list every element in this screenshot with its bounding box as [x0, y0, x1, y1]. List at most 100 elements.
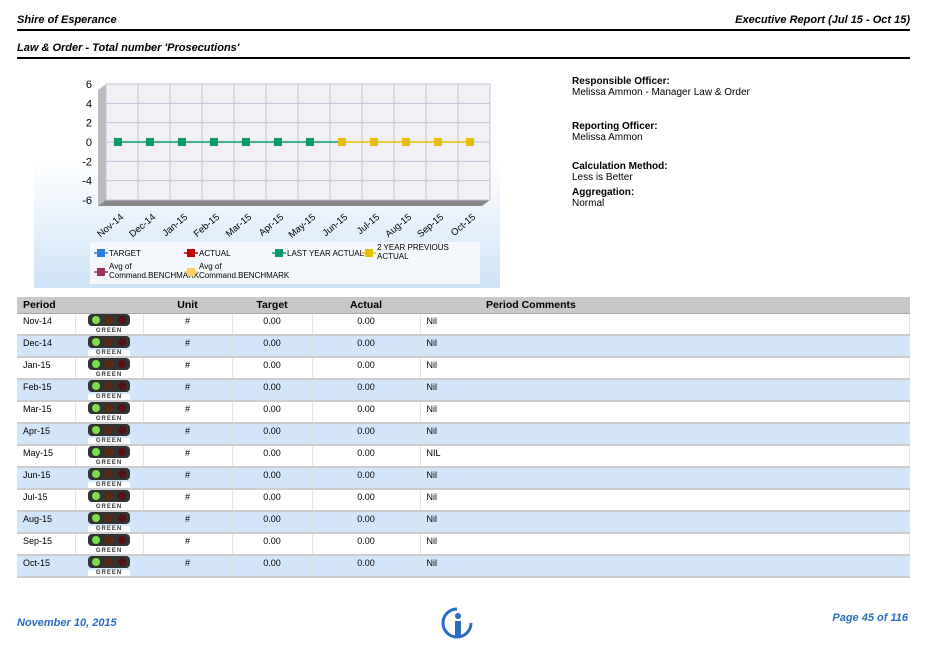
data-point — [178, 138, 186, 146]
info-label: Reporting Officer: — [572, 121, 658, 132]
info-0: Responsible Officer: Melissa Ammon - Mana… — [572, 76, 750, 98]
unit: # — [143, 466, 233, 490]
data-point — [370, 138, 378, 146]
table-row: Sep-15 GREEN # 0.00 0.00 Nil — [17, 532, 910, 556]
unit: # — [143, 313, 233, 336]
info-label: Calculation Method: — [572, 161, 668, 172]
status-light: GREEN — [75, 444, 144, 468]
traffic-light-icon — [88, 357, 130, 370]
period: Apr-15 — [17, 422, 76, 446]
legend-marker — [275, 249, 283, 257]
x-tick-label: Nov-14 — [95, 212, 126, 240]
actual: 0.00 — [312, 313, 421, 336]
table-row: Nov-14 GREEN # 0.00 0.00 Nil — [17, 313, 910, 336]
table-row: Mar-15 GREEN # 0.00 0.00 Nil — [17, 400, 910, 424]
period: Jul-15 — [17, 488, 76, 512]
x-tick-label: Aug-15 — [383, 212, 414, 240]
legend-label: 2 YEAR PREVIOUS ACTUAL — [377, 243, 449, 261]
col-period: Period — [17, 297, 75, 314]
x-tick-label: Jul-15 — [355, 212, 382, 237]
legend — [90, 242, 480, 284]
org-name: Shire of Esperance — [17, 14, 117, 26]
table-row: Aug-15 GREEN # 0.00 0.00 Nil — [17, 510, 910, 534]
status-light: GREEN — [75, 422, 144, 446]
x-tick-label: Oct-15 — [449, 212, 478, 239]
data-point — [114, 138, 122, 146]
status-label: GREEN — [88, 525, 130, 532]
divider — [17, 29, 910, 31]
data-point — [274, 138, 282, 146]
y-tick-label: -2 — [82, 156, 92, 168]
comment: Nil — [420, 488, 910, 512]
comment: Nil — [420, 422, 910, 446]
status-label: GREEN — [88, 547, 130, 554]
unit: # — [143, 334, 233, 358]
actual: 0.00 — [312, 356, 421, 380]
period: Jan-15 — [17, 356, 76, 380]
col-status — [75, 297, 143, 314]
comment: Nil — [420, 466, 910, 490]
period: Aug-15 — [17, 510, 76, 534]
status-light: GREEN — [75, 378, 144, 402]
col-target: Target — [232, 297, 312, 314]
target: 0.00 — [232, 554, 313, 578]
target: 0.00 — [232, 356, 313, 380]
col-comments: Period Comments — [420, 297, 910, 314]
period: May-15 — [17, 444, 76, 468]
unit: # — [143, 554, 233, 578]
period: Feb-15 — [17, 378, 76, 402]
y-tick-label: 0 — [86, 137, 92, 149]
legend-marker — [187, 268, 195, 276]
col-actual: Actual — [312, 297, 420, 314]
chart-floor — [98, 200, 490, 206]
info-value: Melissa Ammon - Manager Law & Order — [572, 87, 750, 98]
y-tick-label: -6 — [82, 195, 92, 207]
status-light: GREEN — [75, 466, 144, 490]
legend-label: LAST YEAR ACTUAL — [287, 249, 365, 258]
table-row: Oct-15 GREEN # 0.00 0.00 Nil — [17, 554, 910, 578]
status-light: GREEN — [75, 313, 144, 336]
y-tick-label: -4 — [82, 176, 92, 188]
data-point — [146, 138, 154, 146]
comment: Nil — [420, 313, 910, 336]
table-row: Jan-15 GREEN # 0.00 0.00 Nil — [17, 356, 910, 380]
comment: Nil — [420, 356, 910, 380]
period: Sep-15 — [17, 532, 76, 556]
data-table: Period Unit Target Actual Period Comment… — [17, 297, 910, 578]
info-label: Responsible Officer: — [572, 76, 670, 87]
x-tick-label: Feb-15 — [192, 212, 222, 240]
target: 0.00 — [232, 444, 313, 468]
status-label: GREEN — [88, 393, 130, 400]
target: 0.00 — [232, 488, 313, 512]
status-label: GREEN — [88, 503, 130, 510]
legend-label: Avg of Command.BENCHMARK — [109, 262, 200, 280]
traffic-light-icon — [88, 533, 130, 546]
table-row: Jul-15 GREEN # 0.00 0.00 Nil — [17, 488, 910, 512]
unit: # — [143, 400, 233, 424]
legend-marker — [365, 249, 373, 257]
data-point — [466, 138, 474, 146]
info-value: Less is Better — [572, 172, 633, 183]
info-2: Calculation Method: Less is Better — [572, 161, 668, 183]
traffic-light-icon — [88, 423, 130, 436]
data-point — [306, 138, 314, 146]
traffic-light-icon — [88, 313, 130, 326]
info-label: Aggregation: — [572, 187, 635, 198]
table-row: May-15 GREEN # 0.00 0.00 NIL — [17, 444, 910, 468]
traffic-light-icon — [88, 335, 130, 348]
report-title: Executive Report (Jul 15 - Oct 15) — [735, 14, 910, 26]
unit: # — [143, 444, 233, 468]
status-light: GREEN — [75, 356, 144, 380]
info-3: Aggregation: Normal — [572, 187, 634, 209]
status-label: GREEN — [88, 327, 130, 334]
comment: Nil — [420, 532, 910, 556]
actual: 0.00 — [312, 488, 421, 512]
actual: 0.00 — [312, 422, 421, 446]
table-row: Apr-15 GREEN # 0.00 0.00 Nil — [17, 422, 910, 446]
target: 0.00 — [232, 510, 313, 534]
info-1: Reporting Officer: Melissa Ammon — [572, 121, 658, 143]
x-tick-label: Dec-14 — [127, 212, 158, 240]
actual: 0.00 — [312, 400, 421, 424]
actual: 0.00 — [312, 554, 421, 578]
